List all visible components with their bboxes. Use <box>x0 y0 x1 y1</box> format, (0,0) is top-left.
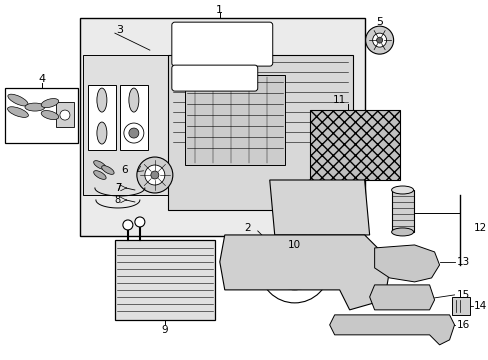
FancyBboxPatch shape <box>171 65 257 91</box>
Ellipse shape <box>129 88 139 112</box>
Ellipse shape <box>97 122 107 144</box>
Circle shape <box>135 217 144 227</box>
Ellipse shape <box>94 161 106 169</box>
Bar <box>184 75 284 165</box>
Bar <box>120 85 147 150</box>
Circle shape <box>150 171 159 179</box>
FancyBboxPatch shape <box>171 22 272 66</box>
Circle shape <box>272 246 316 290</box>
Bar <box>83 55 167 195</box>
Circle shape <box>284 258 304 278</box>
Bar <box>5 88 78 143</box>
Circle shape <box>372 33 386 47</box>
Circle shape <box>137 157 172 193</box>
Ellipse shape <box>102 166 114 174</box>
Text: 7: 7 <box>115 183 121 193</box>
Bar <box>80 18 364 236</box>
Ellipse shape <box>8 94 28 106</box>
Text: 10: 10 <box>287 240 301 250</box>
Circle shape <box>302 192 332 222</box>
Bar <box>391 190 413 232</box>
Text: 16: 16 <box>456 320 469 330</box>
Polygon shape <box>329 315 454 345</box>
Ellipse shape <box>41 111 59 120</box>
Circle shape <box>123 123 143 143</box>
Circle shape <box>129 128 139 138</box>
Circle shape <box>122 220 133 230</box>
Bar <box>309 110 399 180</box>
Circle shape <box>365 26 393 54</box>
Text: 7: 7 <box>115 183 121 193</box>
Polygon shape <box>369 285 434 310</box>
Ellipse shape <box>25 103 45 111</box>
Circle shape <box>376 37 382 43</box>
Ellipse shape <box>391 228 413 236</box>
Text: 5: 5 <box>375 17 382 27</box>
Polygon shape <box>219 235 389 310</box>
Text: 9: 9 <box>161 325 168 335</box>
Text: 2: 2 <box>244 223 250 233</box>
Bar <box>88 85 116 150</box>
Polygon shape <box>269 180 369 235</box>
Bar <box>56 102 74 127</box>
Text: 3: 3 <box>116 25 123 35</box>
Text: 15: 15 <box>456 290 469 300</box>
Polygon shape <box>374 245 439 282</box>
Text: 14: 14 <box>472 301 486 311</box>
Circle shape <box>144 165 164 185</box>
Ellipse shape <box>41 99 59 108</box>
Ellipse shape <box>7 107 28 117</box>
Circle shape <box>259 233 329 303</box>
Text: 4: 4 <box>39 74 45 84</box>
Circle shape <box>60 110 70 120</box>
Ellipse shape <box>97 88 107 112</box>
Bar <box>167 55 352 210</box>
Bar <box>115 240 214 320</box>
Text: 11: 11 <box>332 95 346 105</box>
Text: 12: 12 <box>472 223 486 233</box>
Ellipse shape <box>94 171 106 179</box>
Circle shape <box>289 179 345 235</box>
Text: 1: 1 <box>216 5 223 15</box>
Text: 6: 6 <box>122 165 128 175</box>
Bar <box>450 297 468 315</box>
Ellipse shape <box>391 186 413 194</box>
Text: 13: 13 <box>456 257 469 267</box>
Text: 8: 8 <box>115 195 121 205</box>
